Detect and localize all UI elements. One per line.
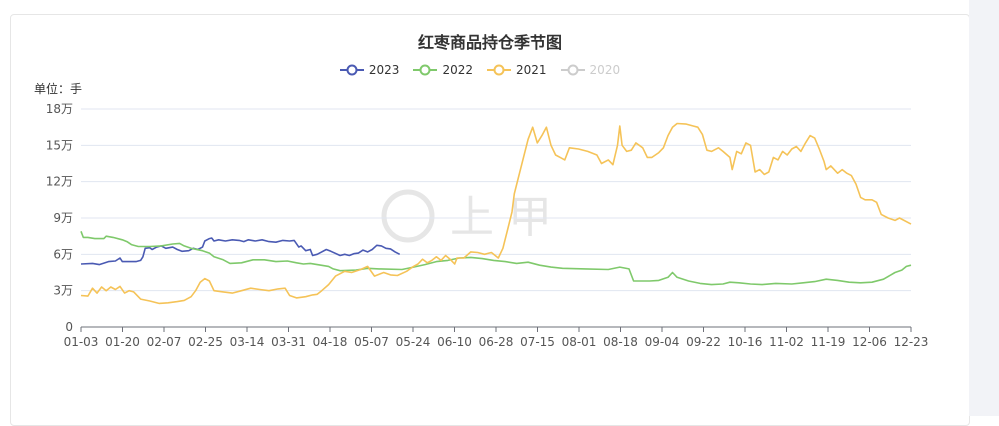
legend-line-icon bbox=[413, 64, 438, 76]
legend-line-icon bbox=[339, 64, 364, 76]
x-tick-label: 11-02 bbox=[769, 335, 804, 349]
x-tick-label: 08-01 bbox=[562, 335, 597, 349]
legend-line-icon bbox=[487, 64, 511, 76]
legend-item-2020[interactable]: 2020 bbox=[560, 63, 621, 77]
series-line-2021 bbox=[80, 122, 912, 305]
x-tick-label: 02-07 bbox=[147, 335, 182, 349]
series-line-2022 bbox=[80, 231, 912, 286]
right-scroll-rail[interactable] bbox=[969, 0, 999, 416]
x-tick-label: 03-14 bbox=[230, 335, 265, 349]
y-tick-label: 0 bbox=[65, 320, 73, 334]
x-tick-label: 09-22 bbox=[686, 335, 721, 349]
x-tick-label: 05-07 bbox=[354, 335, 389, 349]
chart-legend: 2023 2022 2021 2020 bbox=[0, 63, 960, 77]
x-tick-label: 08-18 bbox=[603, 335, 638, 349]
legend-label: 2021 bbox=[516, 63, 547, 77]
x-tick-label: 11-19 bbox=[811, 335, 846, 349]
legend-item-2022[interactable]: 2022 bbox=[413, 63, 473, 77]
x-tick-label: 04-18 bbox=[313, 335, 348, 349]
x-tick-label: 09-04 bbox=[645, 335, 680, 349]
y-tick-label: 12万 bbox=[46, 175, 73, 189]
y-tick-label: 3万 bbox=[53, 284, 73, 298]
legend-label: 2020 bbox=[589, 63, 621, 77]
x-tick-label: 12-06 bbox=[852, 335, 887, 349]
x-tick-label: 03-31 bbox=[271, 335, 306, 349]
y-tick-label: 9万 bbox=[53, 211, 73, 225]
legend-item-2021[interactable]: 2021 bbox=[487, 63, 547, 77]
y-tick-label: 15万 bbox=[46, 138, 73, 152]
series-line-2023 bbox=[80, 237, 401, 266]
y-tick-label: 18万 bbox=[46, 102, 73, 116]
y-tick-label: 6万 bbox=[53, 247, 73, 261]
chart-title: 红枣商品持仓季节图 bbox=[417, 33, 562, 52]
x-tick-label: 12-23 bbox=[894, 335, 929, 349]
x-tick-label: 01-20 bbox=[105, 335, 140, 349]
x-tick-label: 02-25 bbox=[188, 335, 223, 349]
watermark-logo-icon bbox=[381, 189, 435, 243]
x-tick-label: 06-28 bbox=[479, 335, 514, 349]
x-tick-label: 05-24 bbox=[396, 335, 431, 349]
x-tick-label: 07-15 bbox=[520, 335, 555, 349]
unit-label: 单位：手 bbox=[34, 82, 83, 96]
legend-label: 2022 bbox=[442, 63, 473, 77]
legend-label: 2023 bbox=[368, 63, 400, 77]
legend-line-icon bbox=[560, 64, 585, 76]
x-tick-label: 06-10 bbox=[437, 335, 472, 349]
x-tick-label: 01-03 bbox=[64, 335, 99, 349]
legend-item-2023[interactable]: 2023 bbox=[339, 63, 400, 77]
x-tick-label: 10-16 bbox=[728, 335, 763, 349]
chart-card bbox=[10, 14, 970, 426]
